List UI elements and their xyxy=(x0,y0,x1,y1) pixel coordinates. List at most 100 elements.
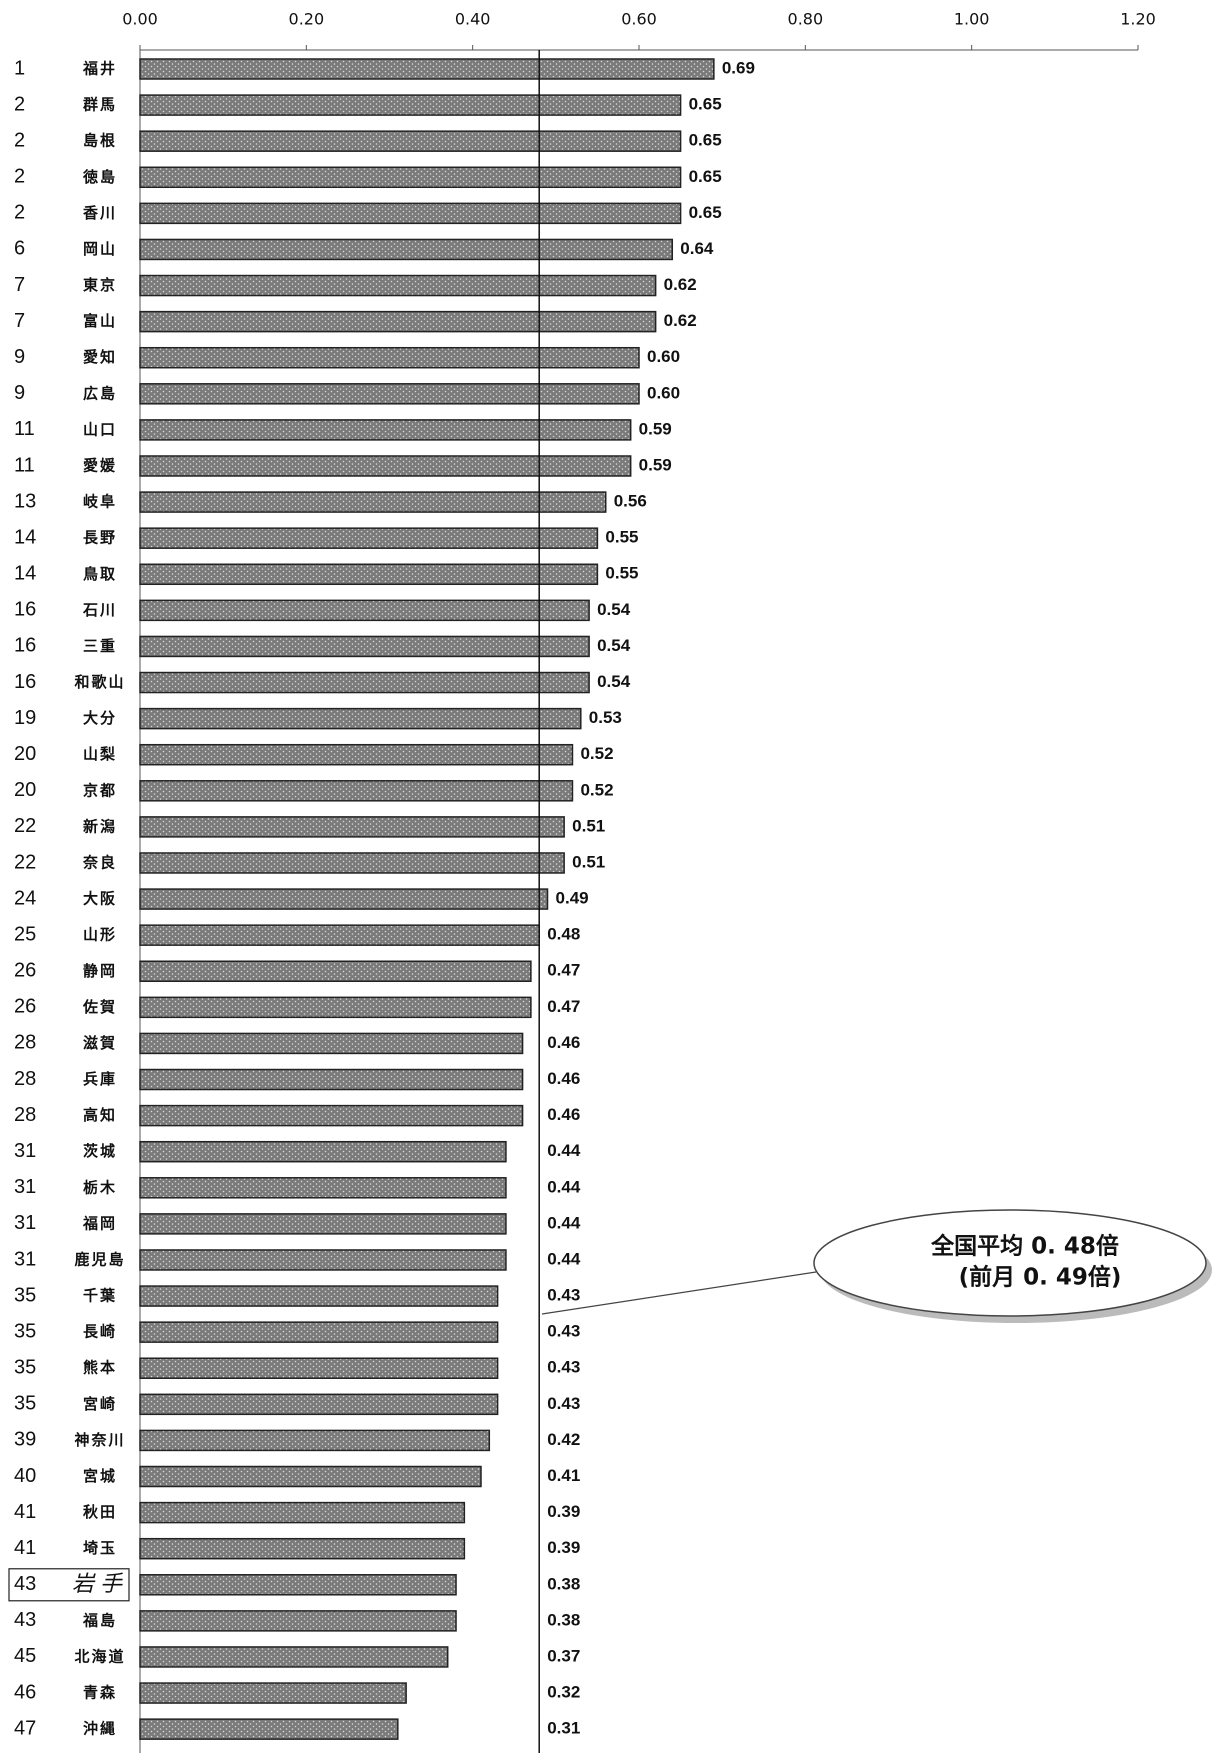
bar xyxy=(139,1393,499,1416)
rank: 13 xyxy=(14,490,36,512)
category-label: 静岡 xyxy=(83,962,117,980)
bar xyxy=(139,346,640,369)
rank: 41 xyxy=(14,1537,36,1559)
bar xyxy=(139,960,532,982)
rank: 1 xyxy=(14,57,25,79)
bar xyxy=(139,1646,449,1668)
bar xyxy=(139,563,599,586)
rank: 16 xyxy=(14,599,36,621)
category-label: 青森 xyxy=(83,1684,117,1702)
value-label: 0.46 xyxy=(547,1069,580,1088)
value-label: 0.59 xyxy=(639,455,672,474)
category-label: 富山 xyxy=(83,312,117,330)
category-label: 長野 xyxy=(83,529,117,547)
rank: 24 xyxy=(14,887,36,909)
value-label: 0.62 xyxy=(664,311,697,330)
x-tick-label: 0.80 xyxy=(788,10,824,29)
category-label: 山口 xyxy=(83,420,117,438)
rank: 26 xyxy=(14,996,36,1018)
value-label: 0.44 xyxy=(547,1141,581,1160)
rank: 20 xyxy=(14,743,36,765)
x-tick-label: 0.60 xyxy=(621,10,657,29)
bar xyxy=(139,1285,499,1307)
rank: 25 xyxy=(14,923,36,945)
value-label: 0.64 xyxy=(680,239,714,258)
category-label: 山梨 xyxy=(83,745,117,763)
value-label: 0.39 xyxy=(547,1502,580,1521)
rank: 9 xyxy=(14,382,25,404)
bar xyxy=(139,635,590,658)
category-label: 岡山 xyxy=(83,240,117,258)
value-label: 0.38 xyxy=(547,1574,580,1593)
bar xyxy=(139,1718,399,1740)
rank: 35 xyxy=(14,1284,36,1306)
rank: 19 xyxy=(14,707,36,729)
rank: 11 xyxy=(14,418,35,440)
value-label: 0.51 xyxy=(572,816,605,835)
category-label: 香川 xyxy=(83,204,117,222)
rank: 35 xyxy=(14,1357,36,1379)
category-label: 群馬 xyxy=(83,96,117,114)
x-tick-label: 0.00 xyxy=(122,10,158,29)
value-label: 0.43 xyxy=(547,1286,580,1305)
value-label: 0.44 xyxy=(547,1177,581,1196)
bar xyxy=(139,780,574,802)
rank: 43 xyxy=(14,1573,36,1595)
value-label: 0.44 xyxy=(547,1249,581,1268)
category-label: 愛知 xyxy=(83,348,117,366)
value-label: 0.46 xyxy=(547,1033,580,1052)
bar xyxy=(139,130,682,152)
category-label: 島根 xyxy=(83,132,117,150)
callout-pointer xyxy=(541,1271,817,1315)
category-label: 大分 xyxy=(83,709,117,727)
rank: 41 xyxy=(14,1501,36,1523)
value-label: 0.65 xyxy=(689,203,722,222)
category-label: 大阪 xyxy=(83,890,117,908)
bar xyxy=(139,888,549,910)
bar xyxy=(139,383,640,405)
category-label: 岩手 xyxy=(72,1572,128,1597)
rank: 16 xyxy=(14,671,36,693)
category-label: 兵庫 xyxy=(83,1070,117,1088)
value-label: 0.54 xyxy=(597,672,631,691)
category-label: 佐賀 xyxy=(82,998,117,1016)
category-label: 熊本 xyxy=(83,1359,117,1377)
bar xyxy=(139,274,657,297)
bar xyxy=(139,419,632,441)
category-label: 徳島 xyxy=(82,168,117,186)
category-label: 新潟 xyxy=(83,817,117,835)
rank: 6 xyxy=(14,238,25,260)
category-label: 石川 xyxy=(82,601,117,619)
category-label: 鹿児島 xyxy=(74,1250,125,1268)
value-label: 0.39 xyxy=(547,1538,580,1557)
highlight-box xyxy=(8,1568,130,1602)
bar xyxy=(139,1249,507,1271)
bar xyxy=(139,1537,466,1560)
rank: 16 xyxy=(14,635,36,657)
rank: 31 xyxy=(14,1212,36,1234)
annotation: (前月 0. 49倍) xyxy=(959,1264,1122,1291)
category-label: 東京 xyxy=(83,276,117,294)
rank: 43 xyxy=(14,1609,36,1631)
rank: 28 xyxy=(14,1068,36,1090)
rank: 11 xyxy=(14,454,35,476)
value-label: 0.43 xyxy=(547,1358,580,1377)
bar xyxy=(139,1321,499,1343)
bar xyxy=(139,852,565,874)
bar xyxy=(139,1610,457,1632)
rank: 22 xyxy=(14,815,36,837)
bar xyxy=(139,310,657,333)
bar xyxy=(139,1682,407,1704)
category-label: 三重 xyxy=(83,637,117,655)
bar xyxy=(139,1465,482,1488)
rank: 31 xyxy=(14,1248,36,1270)
category-label: 奈良 xyxy=(82,853,117,871)
category-label: 滋賀 xyxy=(83,1034,117,1052)
category-label: 愛媛 xyxy=(83,456,117,474)
value-label: 0.65 xyxy=(689,167,722,186)
bar xyxy=(139,707,582,730)
bar xyxy=(139,1357,499,1379)
category-label: 秋田 xyxy=(83,1503,117,1521)
category-label: 福島 xyxy=(82,1611,117,1629)
category-label: 栃木 xyxy=(83,1178,117,1196)
